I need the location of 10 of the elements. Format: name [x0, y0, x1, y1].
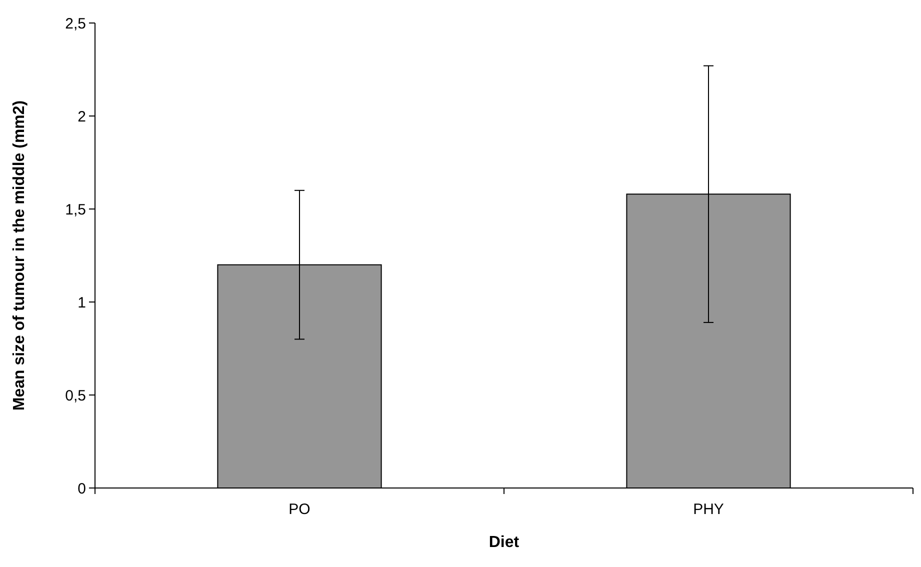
x-tick-label: PHY — [693, 501, 724, 518]
y-tick-label: 0,5 — [65, 387, 86, 404]
y-tick-label: 1,5 — [65, 201, 86, 218]
x-tick-label: PO — [288, 501, 310, 518]
x-axis-title: Diet — [488, 534, 520, 551]
y-tick-label: 2 — [78, 108, 86, 126]
y-tick-label: 1 — [78, 294, 86, 312]
y-tick-label: 2,5 — [65, 15, 86, 32]
y-tick-label: 0 — [78, 480, 86, 498]
y-axis-title: Mean size of tumour in the middle (mm2) — [11, 100, 28, 411]
